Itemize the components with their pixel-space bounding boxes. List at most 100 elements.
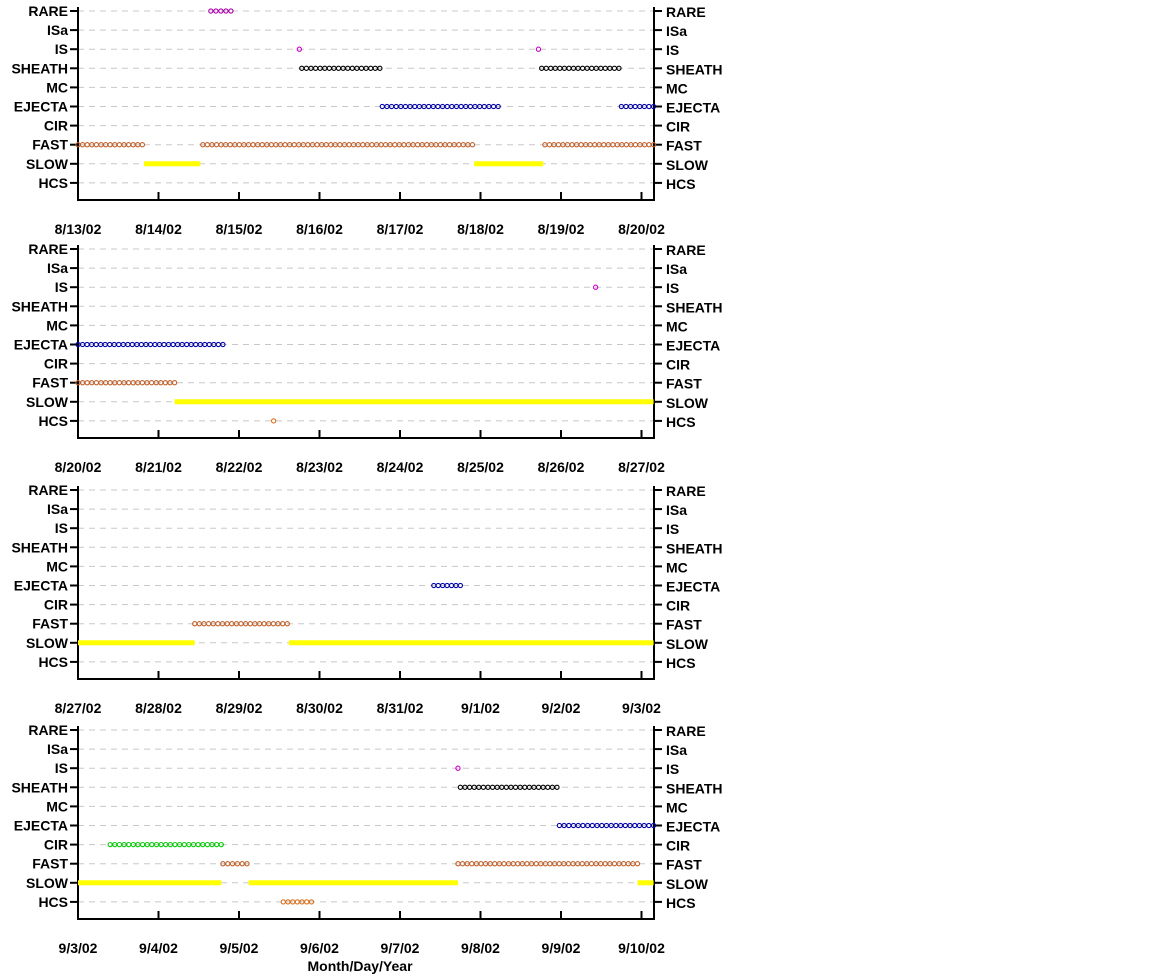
data-point-rare xyxy=(213,8,219,14)
data-point-fast xyxy=(84,142,90,148)
data-point-ejecta xyxy=(589,822,596,829)
left-category-label-fast: FAST xyxy=(32,856,68,872)
date-label: 8/17/02 xyxy=(377,221,424,237)
right-category-label-hcs: HCS xyxy=(666,655,696,671)
data-point-fast xyxy=(284,621,290,627)
left-category-label-isa: ISa xyxy=(47,501,68,517)
left-category-label-rare: RARE xyxy=(28,241,68,257)
left-category-label-mc: MC xyxy=(46,798,68,814)
right-category-label-mc: MC xyxy=(666,318,688,334)
right-category-label-fast: FAST xyxy=(666,617,702,633)
left-category-label-fast: FAST xyxy=(32,616,68,632)
segment-cir xyxy=(107,841,224,848)
right-category-label-mc: MC xyxy=(666,799,688,815)
right-category-label-cir: CIR xyxy=(666,598,690,614)
data-point-fast xyxy=(546,142,553,148)
x-axis-label: Month/Day/Year xyxy=(307,958,413,974)
data-point-sheath xyxy=(545,784,551,790)
segment-fast xyxy=(220,861,250,867)
right-category-label-ejecta: EJECTA xyxy=(666,819,720,835)
data-point-ejecta xyxy=(457,582,464,589)
data-point-sheath xyxy=(457,784,464,790)
left-category-label-cir: CIR xyxy=(44,837,68,853)
date-label: 8/29/02 xyxy=(216,700,263,716)
data-point-ejecta xyxy=(650,822,657,829)
data-point-ejecta xyxy=(116,341,122,348)
date-label: 9/9/02 xyxy=(542,940,581,956)
date-label: 8/14/02 xyxy=(135,221,182,237)
segment-ejecta xyxy=(556,822,657,829)
right-category-label-hcs: HCS xyxy=(666,176,696,192)
data-point-fast xyxy=(148,380,155,386)
left-category-label-slow: SLOW xyxy=(26,875,69,891)
data-point-ejecta xyxy=(556,822,563,829)
date-label: 9/4/02 xyxy=(139,940,178,956)
data-point-ejecta xyxy=(623,103,629,110)
data-point-ejecta xyxy=(622,822,628,829)
right-category-label-cir: CIR xyxy=(666,119,690,135)
data-point-rare xyxy=(208,8,214,14)
left-category-label-isa: ISa xyxy=(47,22,68,38)
date-label: 9/2/02 xyxy=(542,700,581,716)
data-point-ejecta xyxy=(161,341,167,348)
data-point-ejecta xyxy=(84,341,90,348)
panel-4: RARE RARE ISa ISa IS IS SHEATH SHEATH MC MC EJECTA… xyxy=(11,722,722,956)
right-category-label-is: IS xyxy=(666,761,679,777)
left-category-label-sheath: SHEATH xyxy=(11,779,68,795)
data-point-fast xyxy=(424,142,430,148)
panels-group: RARE RARE ISa ISa IS IS SHEATH SHEATH MC MC EJECTA… xyxy=(11,3,722,956)
data-point-fast xyxy=(215,621,221,627)
date-label: 9/10/02 xyxy=(618,940,665,956)
data-point-sheath xyxy=(611,65,618,71)
date-label: 9/1/02 xyxy=(461,700,500,716)
data-point-ejecta xyxy=(650,103,657,110)
data-point-fast xyxy=(139,380,146,386)
date-label: 8/20/02 xyxy=(618,221,665,237)
data-point-hcs xyxy=(270,418,277,424)
data-point-fast xyxy=(578,142,584,148)
right-category-label-fast: FAST xyxy=(666,857,702,873)
date-label: 8/16/02 xyxy=(296,221,343,237)
right-category-label-cir: CIR xyxy=(666,838,690,854)
date-label: 8/30/02 xyxy=(296,700,343,716)
segment-fast xyxy=(200,142,476,148)
data-point-is xyxy=(455,765,461,771)
data-point-cir xyxy=(172,841,178,848)
left-category-label-slow: SLOW xyxy=(26,635,69,651)
right-category-label-isa: ISa xyxy=(666,502,687,518)
right-category-label-rare: RARE xyxy=(666,723,706,739)
left-category-label-is: IS xyxy=(55,760,68,776)
data-point-fast xyxy=(469,142,476,148)
right-category-label-slow: SLOW xyxy=(666,876,709,892)
date-label: 9/8/02 xyxy=(461,940,500,956)
segment-is xyxy=(592,284,599,290)
left-category-label-rare: RARE xyxy=(28,722,68,738)
date-label: 9/7/02 xyxy=(381,940,420,956)
left-category-label-cir: CIR xyxy=(44,356,68,372)
segment-is xyxy=(455,765,461,771)
data-point-fast xyxy=(501,861,507,867)
left-category-label-rare: RARE xyxy=(28,482,68,498)
left-category-label-ejecta: EJECTA xyxy=(14,337,68,353)
right-category-label-rare: RARE xyxy=(666,242,706,258)
right-category-label-is: IS xyxy=(666,521,679,537)
data-point-fast xyxy=(650,142,657,148)
data-point-ejecta xyxy=(220,341,226,348)
left-category-label-sheath: SHEATH xyxy=(11,60,68,76)
date-label: 8/22/02 xyxy=(216,459,263,475)
data-point-fast xyxy=(204,142,210,148)
data-point-hcs xyxy=(308,899,315,905)
data-point-fast xyxy=(446,142,453,148)
date-label: 9/3/02 xyxy=(622,700,661,716)
segment-sheath xyxy=(299,65,383,71)
segment-is xyxy=(535,46,542,52)
data-point-fast xyxy=(337,142,343,148)
data-point-fast xyxy=(229,861,236,867)
left-category-label-slow: SLOW xyxy=(26,394,69,410)
data-point-fast xyxy=(369,142,375,148)
right-category-label-hcs: HCS xyxy=(666,895,696,911)
data-point-ejecta xyxy=(402,103,409,110)
left-category-label-is: IS xyxy=(55,520,68,536)
date-label: 9/5/02 xyxy=(220,940,259,956)
